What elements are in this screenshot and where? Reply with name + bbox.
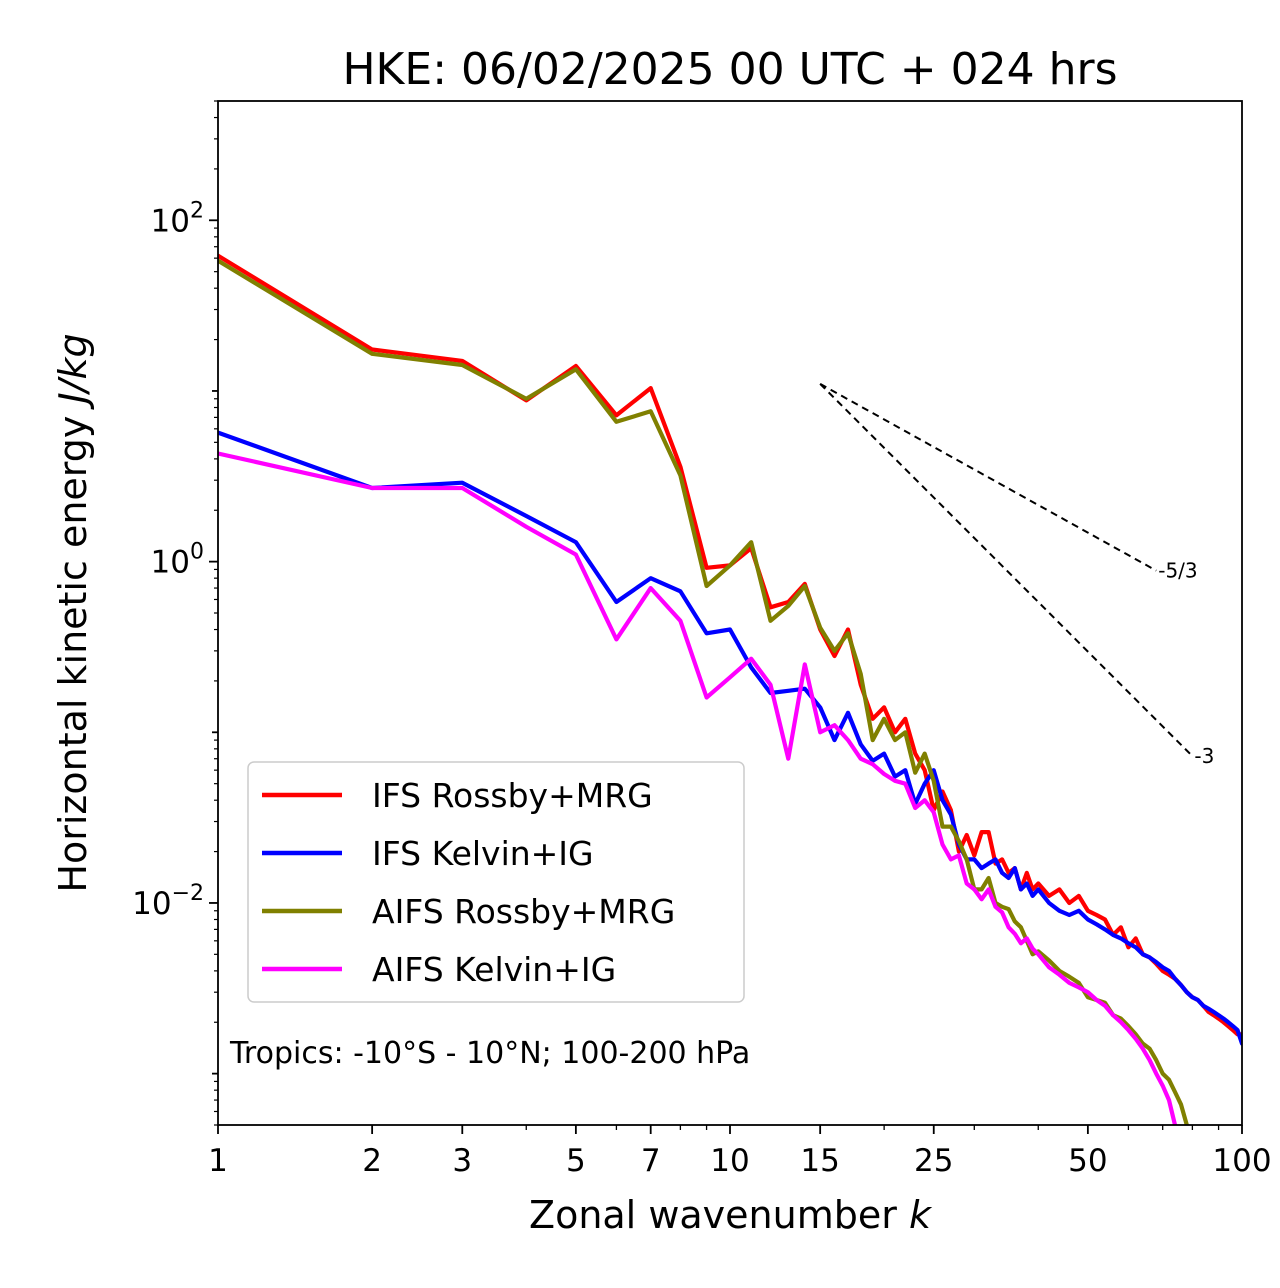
x-axis-label-var: k <box>909 1193 933 1237</box>
x-tick-label: 50 <box>1068 1143 1107 1179</box>
legend-box <box>247 761 745 1003</box>
y-axis-label: Horizontal kinetic energy J/kg <box>51 333 95 892</box>
y-axis-label-main: Horizontal kinetic energy <box>51 404 95 893</box>
y-tick-label: 100 <box>151 540 204 581</box>
x-axis: 1 2 3 5 7 10 15 25 50 100 <box>208 1125 1272 1179</box>
y-tick-base: 10 <box>132 886 171 922</box>
y-tick-exponent: 2 <box>190 198 204 223</box>
x-axis-label-main: Zonal wavenumber <box>529 1193 909 1237</box>
reference-slope-label-2: -3 <box>1194 744 1214 768</box>
x-axis-label: Zonal wavenumber k <box>529 1193 933 1237</box>
y-axis-label-var: J/kg <box>51 333 95 410</box>
legend-label-aifs-kelvin-ig: AIFS Kelvin+IG <box>372 950 616 989</box>
y-tick-exponent: 0 <box>190 540 204 565</box>
reference-slope-line-1 <box>819 383 1157 572</box>
x-tick-label: 5 <box>566 1143 586 1179</box>
legend-label-ifs-kelvin-ig: IFS Kelvin+IG <box>372 834 594 873</box>
reference-slope-line-2 <box>819 383 1194 757</box>
x-tick-label: 15 <box>800 1143 839 1179</box>
y-tick-exponent: −2 <box>172 881 204 906</box>
region-annotation: Tropics: -10°S - 10°N; 100-200 hPa <box>229 1036 750 1071</box>
reference-slope-label-1: -5/3 <box>1158 559 1197 583</box>
x-tick-label: 3 <box>452 1143 472 1179</box>
y-tick-base: 10 <box>151 545 190 581</box>
series-line-ifs-kelvin-ig <box>218 430 1242 1046</box>
legend: IFS Rossby+MRG IFS Kelvin+IG AIFS Rossby+M… <box>247 761 745 1003</box>
chart-title: HKE: 06/02/2025 00 UTC + 024 hrs <box>342 44 1117 95</box>
y-tick-label: 10−2 <box>132 881 204 922</box>
x-tick-label: 7 <box>641 1143 661 1179</box>
x-tick-label: 25 <box>914 1143 953 1179</box>
reference-slopes: -5/3 -3 <box>819 383 1214 768</box>
legend-label-ifs-rossby-mrg: IFS Rossby+MRG <box>372 776 653 815</box>
x-tick-label: 1 <box>208 1143 228 1179</box>
y-tick-label: 102 <box>151 198 204 239</box>
y-tick-base: 10 <box>151 203 190 239</box>
x-tick-label: 10 <box>710 1143 749 1179</box>
series-line-aifs-kelvin-ig <box>218 451 1178 1125</box>
series-layer <box>218 253 1242 1125</box>
x-tick-label: 2 <box>362 1143 382 1179</box>
legend-entries: IFS Rossby+MRG IFS Kelvin+IG AIFS Rossby+M… <box>262 776 675 989</box>
x-tick-label: 100 <box>1212 1143 1271 1179</box>
legend-label-aifs-rossby-mrg: AIFS Rossby+MRG <box>372 892 675 931</box>
